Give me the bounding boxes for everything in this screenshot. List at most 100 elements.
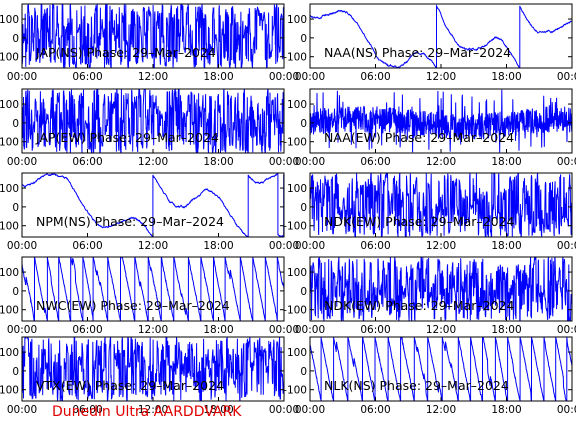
y-tick-label: -100: [283, 305, 307, 317]
y-tick-label: -100: [0, 221, 19, 233]
x-tick-label: 00:00: [7, 240, 37, 252]
x-tick-label: 00:00: [557, 156, 576, 168]
x-tick-label: 12:00: [426, 324, 456, 336]
chart-title: JAP(NS) Phase: 29–Mar–2024: [35, 45, 216, 60]
chart-title: NDK(EW) Phase: 29–Mar–2024: [324, 298, 515, 313]
y-tick-label: 0: [12, 286, 19, 298]
chart-panel-4: 100 0 -100 00:00 06:00 12:00 18:00 00:00 NAA(EW)…: [283, 88, 576, 168]
y-tick-label: 0: [12, 202, 19, 214]
y-tick-label: 100: [287, 14, 307, 26]
x-tick-label: 12:00: [138, 404, 168, 416]
x-tick-label: 06:00: [360, 324, 390, 336]
x-tick-label: 18:00: [491, 240, 521, 252]
x-tick-label: 00:00: [557, 324, 576, 336]
chart-panel-6: 100 0 -100 00:00 06:00 12:00 18:00 00:00 NDK(EW)…: [283, 172, 576, 252]
x-tick-label: 12:00: [426, 240, 456, 252]
x-tick-label: 12:00: [138, 324, 168, 336]
x-tick-label: 00:00: [295, 240, 325, 252]
x-tick-label: 18:00: [203, 240, 233, 252]
x-tick-label: 06:00: [360, 71, 390, 83]
x-tick-label: 12:00: [138, 71, 168, 83]
x-tick-label: 06:00: [72, 240, 102, 252]
y-tick-label: 0: [300, 286, 307, 298]
x-tick-label: 06:00: [360, 404, 390, 416]
x-tick-label: 12:00: [138, 156, 168, 168]
y-tick-label: 0: [300, 118, 307, 130]
chart-title: VTX(EW) Phase: 29–Mar–2024: [36, 378, 224, 393]
y-tick-label: -100: [0, 52, 19, 64]
x-tick-label: 18:00: [203, 404, 233, 416]
x-tick-label: 00:00: [295, 71, 325, 83]
chart-title: NPM(NS) Phase: 29–Mar–2024: [36, 214, 224, 229]
chart-title: NDK(EW) Phase: 29–Mar–2024: [324, 214, 515, 229]
y-tick-label: 0: [12, 118, 19, 130]
y-tick-label: -100: [0, 305, 19, 317]
x-tick-label: 18:00: [491, 404, 521, 416]
footer-label: Dunedin Ultra AARDDVARK: [52, 404, 242, 420]
x-tick-label: 00:00: [7, 324, 37, 336]
chart-title: NAA(NS) Phase: 29–Mar–2024: [324, 45, 511, 60]
phase-trace-line: [310, 4, 572, 68]
chart-panel-5: 100 0 -100 00:00 06:00 12:00 18:00 00:00 NPM(NS)…: [0, 172, 299, 252]
x-tick-label: 18:00: [203, 71, 233, 83]
y-tick-label: 0: [300, 33, 307, 45]
y-tick-label: 0: [12, 33, 19, 45]
y-tick-label: 0: [300, 202, 307, 214]
y-tick-label: 100: [0, 99, 19, 111]
x-tick-label: 06:00: [72, 324, 102, 336]
x-tick-label: 18:00: [203, 324, 233, 336]
chart-title: NWC(EW) Phase: 29–Mar–2024: [36, 298, 230, 313]
x-tick-label: 06:00: [360, 240, 390, 252]
x-tick-label: 06:00: [72, 156, 102, 168]
x-tick-label: 00:00: [269, 156, 299, 168]
chart-panel-3: 100 0 -100 00:00 06:00 12:00 18:00 00:00 JAP(EW)…: [0, 88, 299, 168]
chart-title: NLK(NS) Phase: 29–Mar–2024: [324, 378, 509, 393]
phase-trace-line: [22, 337, 284, 401]
x-tick-label: 00:00: [7, 404, 37, 416]
x-tick-label: 00:00: [557, 71, 576, 83]
x-tick-label: 12:00: [138, 240, 168, 252]
x-tick-label: 00:00: [295, 156, 325, 168]
phase-trace-line: [310, 257, 572, 321]
y-tick-label: 100: [287, 99, 307, 111]
y-tick-label: -100: [0, 137, 19, 149]
x-tick-label: 00:00: [295, 404, 325, 416]
phase-trace-line: [22, 173, 284, 237]
x-tick-label: 06:00: [360, 156, 390, 168]
x-tick-label: 18:00: [203, 156, 233, 168]
x-tick-label: 00:00: [269, 71, 299, 83]
x-tick-label: 00:00: [557, 240, 576, 252]
y-tick-label: -100: [283, 137, 307, 149]
chart-panel-9: 100 0 -100 00:00 06:00 12:00 18:00 00:00 VTX(EW)…: [0, 336, 299, 416]
chart-panel-8: 100 0 -100 00:00 06:00 12:00 18:00 00:00 NDK(EW)…: [283, 256, 576, 336]
x-tick-label: 12:00: [426, 156, 456, 168]
chart-panel-10: 100 0 -100 00:00 06:00 12:00 18:00 00:00 NLK(NS)…: [283, 336, 576, 416]
x-tick-label: 18:00: [491, 324, 521, 336]
phase-trace-line: [22, 4, 284, 68]
phase-trace-line: [310, 173, 572, 237]
y-tick-label: 100: [0, 14, 19, 26]
y-tick-label: -100: [283, 385, 307, 397]
y-tick-label: 100: [287, 183, 307, 195]
x-tick-label: 06:00: [72, 404, 102, 416]
phase-trace-line: [22, 89, 284, 153]
x-tick-label: 00:00: [269, 404, 299, 416]
x-tick-label: 00:00: [295, 324, 325, 336]
x-tick-label: 00:00: [269, 324, 299, 336]
x-tick-label: 18:00: [491, 71, 521, 83]
y-tick-label: -100: [283, 52, 307, 64]
x-tick-label: 12:00: [426, 71, 456, 83]
phase-trace-line: [310, 89, 572, 153]
chart-title: JAP(EW) Phase: 29–Mar–2024: [35, 130, 219, 145]
y-tick-label: -100: [283, 221, 307, 233]
x-tick-label: 00:00: [269, 240, 299, 252]
phase-trace-line: [310, 337, 572, 401]
y-tick-label: 0: [300, 366, 307, 378]
y-tick-label: 100: [0, 347, 19, 359]
y-tick-label: -100: [0, 385, 19, 397]
x-tick-label: 06:00: [72, 71, 102, 83]
y-tick-label: 100: [0, 183, 19, 195]
chart-title: NAA(EW) Phase: 29–Mar–2024: [324, 130, 514, 145]
chart-panel-2: 100 0 -100 00:00 06:00 12:00 18:00 00:00 NAA(NS)…: [283, 3, 576, 83]
y-tick-label: 100: [287, 267, 307, 279]
